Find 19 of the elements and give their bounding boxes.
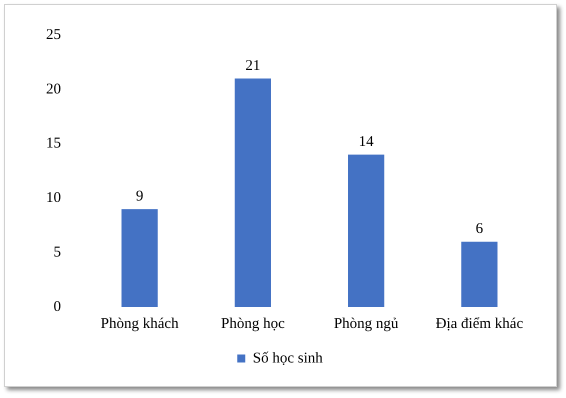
data-label: 14 bbox=[358, 134, 374, 150]
y-tick-label: 0 bbox=[54, 298, 61, 315]
bar bbox=[234, 78, 271, 307]
data-label: 9 bbox=[136, 188, 144, 205]
data-label: 6 bbox=[476, 221, 484, 238]
y-tick-label: 15 bbox=[46, 136, 61, 152]
x-tick-label: Phòng ngủ bbox=[334, 316, 399, 332]
x-tick-label: Phòng học bbox=[221, 316, 286, 332]
x-tick-label: Địa điểm khác bbox=[436, 316, 524, 332]
bar bbox=[348, 154, 384, 307]
y-tick-label: 25 bbox=[46, 26, 61, 43]
bar bbox=[122, 209, 158, 307]
bar bbox=[461, 242, 498, 307]
x-tick-label: Phòng khách bbox=[100, 316, 180, 332]
y-tick-label: 5 bbox=[54, 244, 61, 261]
legend-label: Số học sinh bbox=[252, 350, 324, 366]
y-tick-label: 20 bbox=[46, 81, 61, 98]
data-label: 21 bbox=[245, 58, 260, 74]
y-tick-label: 10 bbox=[46, 190, 61, 206]
